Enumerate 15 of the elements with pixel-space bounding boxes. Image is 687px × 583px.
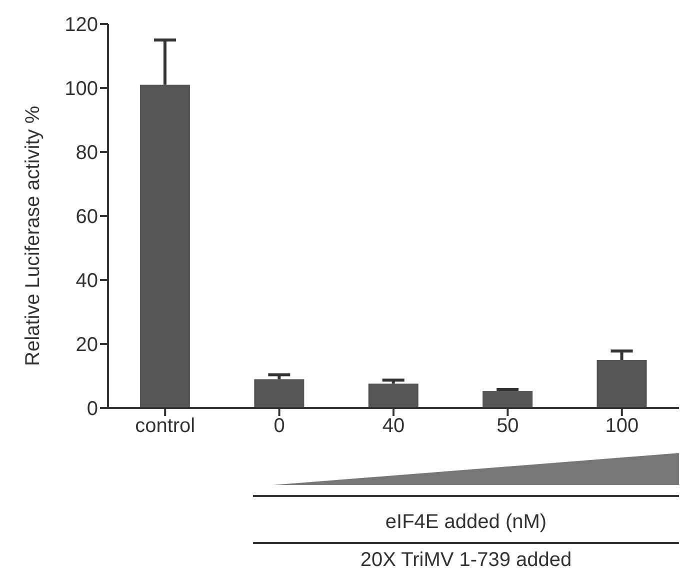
- x-tick-label: control: [135, 415, 196, 438]
- y-tick-label: 0: [86, 398, 98, 420]
- x-tick-label: 0: [274, 415, 285, 438]
- y-tick-label: 60: [76, 206, 98, 228]
- x-tick-label: 40: [382, 415, 405, 438]
- y-axis-title: Relative Luciferase activity %: [22, 106, 44, 366]
- x-tick-label: 100: [605, 415, 639, 438]
- text: 20X TriMV 1-739 added: [360, 549, 572, 571]
- y-tick-label: 100: [64, 78, 98, 100]
- x-tick-label: 50: [496, 415, 519, 438]
- text: eIF4E added (nM): [385, 511, 547, 533]
- y-tick-label: 120: [64, 14, 98, 36]
- y-tick-label: 20: [76, 334, 98, 356]
- y-tick-label: 80: [76, 142, 98, 164]
- y-tick-label: 40: [76, 270, 98, 292]
